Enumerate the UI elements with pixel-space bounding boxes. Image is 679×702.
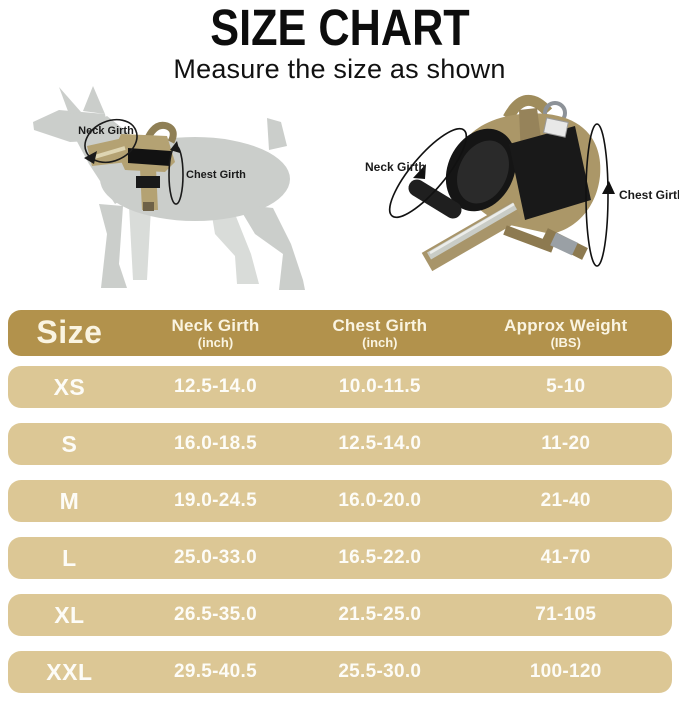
header-chest-girth-unit: (inch) bbox=[362, 334, 398, 350]
row-size: XL bbox=[54, 601, 85, 628]
dog-near-front-leg bbox=[99, 204, 127, 288]
header-chest-girth-label: Chest Girth bbox=[332, 315, 428, 335]
row-size: L bbox=[62, 544, 77, 571]
table-header-row: Size Neck Girth (inch) Chest Girth (inch… bbox=[8, 310, 672, 356]
dog-ear-left bbox=[59, 87, 81, 114]
dog-neck-girth-label: Neck Girth bbox=[78, 125, 134, 137]
neck-girth-ellipse bbox=[388, 127, 468, 219]
table-row-xl: XL 26.5-35.0 21.5-25.0 71-105 bbox=[8, 594, 672, 636]
dog-far-hind-leg bbox=[211, 210, 259, 284]
chest-girth-arrow bbox=[170, 141, 180, 153]
belly-strap-end bbox=[143, 202, 154, 211]
row-size: XS bbox=[53, 373, 86, 400]
harness-neck-girth-label: Neck Girth bbox=[365, 160, 426, 174]
row-approx-weight: 21-40 bbox=[540, 490, 591, 512]
row-neck-girth: 19.0-24.5 bbox=[173, 490, 257, 512]
harness-handle-on-dog bbox=[143, 121, 177, 144]
header-chest-girth: Chest Girth (inch) bbox=[300, 315, 459, 350]
row-neck-girth: 25.0-33.0 bbox=[173, 547, 257, 569]
dog-far-front-leg bbox=[129, 206, 151, 280]
belly-strap-buckle bbox=[136, 176, 160, 188]
row-size: XXL bbox=[46, 658, 93, 685]
row-size: M bbox=[59, 487, 80, 514]
dog-chest-girth-label: Chest Girth bbox=[186, 169, 246, 181]
chest-strap-reflective-highlight bbox=[429, 202, 515, 255]
harness-measurement-diagram: Neck Girth Chest Girth bbox=[355, 82, 679, 304]
harness-chest-strap bbox=[421, 200, 523, 272]
title-block: SIZE CHART Measure the size as shown bbox=[0, 2, 679, 85]
page-subtitle: Measure the size as shown bbox=[173, 54, 506, 84]
row-chest-girth: 16.5-22.0 bbox=[338, 547, 422, 569]
header-approx-weight-unit: (IBS) bbox=[550, 334, 581, 350]
harness-chest-girth-label: Chest Girth bbox=[619, 188, 679, 202]
harness-brand-label bbox=[542, 117, 569, 138]
page-title: SIZE CHART bbox=[209, 0, 470, 56]
row-approx-weight: 41-70 bbox=[540, 547, 591, 569]
row-approx-weight: 5-10 bbox=[546, 376, 586, 398]
row-chest-girth: 16.0-20.0 bbox=[338, 490, 422, 512]
row-approx-weight: 71-105 bbox=[535, 604, 597, 626]
size-chart-table: Size Neck Girth (inch) Chest Girth (inch… bbox=[8, 310, 672, 702]
table-row-xs: XS 12.5-14.0 10.0-11.5 5-10 bbox=[8, 366, 672, 408]
table-row-xxl: XXL 29.5-40.5 25.5-30.0 100-120 bbox=[8, 651, 672, 693]
table-row-s: S 16.0-18.5 12.5-14.0 11-20 bbox=[8, 423, 672, 465]
harness-bottom-strap bbox=[503, 225, 555, 253]
table-row-l: L 25.0-33.0 16.5-22.0 41-70 bbox=[8, 537, 672, 579]
row-approx-weight: 11-20 bbox=[541, 433, 591, 455]
chest-girth-arrow bbox=[602, 181, 615, 194]
row-approx-weight: 100-120 bbox=[529, 661, 602, 683]
row-neck-girth: 12.5-14.0 bbox=[173, 376, 257, 398]
row-chest-girth: 10.0-11.5 bbox=[338, 376, 421, 398]
harness-velcro-panel bbox=[509, 126, 591, 220]
row-chest-girth: 21.5-25.0 bbox=[338, 604, 422, 626]
dog-tail bbox=[267, 118, 287, 150]
dog-near-hind-leg bbox=[237, 204, 305, 290]
dog-head bbox=[33, 110, 110, 142]
header-neck-girth: Neck Girth (inch) bbox=[131, 315, 300, 350]
row-size: S bbox=[61, 430, 78, 457]
row-chest-girth: 12.5-14.0 bbox=[338, 433, 422, 455]
header-neck-girth-unit: (inch) bbox=[197, 334, 234, 350]
harness-slide-buckle-icon bbox=[550, 232, 578, 256]
header-approx-weight-label: Approx Weight bbox=[504, 315, 628, 335]
chest-strap-reflective-stripe bbox=[426, 202, 518, 260]
dog-ear-right bbox=[83, 86, 105, 114]
neck-girth-arrow bbox=[413, 164, 426, 179]
harness-product-illustration: Neck Girth Chest Girth bbox=[365, 95, 679, 272]
harness-black-patch-on-dog bbox=[128, 148, 171, 166]
neck-girth-arrow bbox=[84, 151, 97, 164]
row-neck-girth: 29.5-40.5 bbox=[173, 661, 257, 683]
table-row-m: M 19.0-24.5 16.0-20.0 21-40 bbox=[8, 480, 672, 522]
neck-girth-ellipse bbox=[84, 118, 138, 164]
neck-strap-reflective-stripe bbox=[90, 146, 126, 160]
row-neck-girth: 26.5-35.0 bbox=[173, 604, 257, 626]
dog-silhouette-illustration: Neck Girth Chest Girth bbox=[33, 86, 305, 290]
row-neck-girth: 16.0-18.5 bbox=[173, 433, 257, 455]
harness-left-padded-strap bbox=[408, 179, 462, 219]
header-approx-weight: Approx Weight (IBS) bbox=[460, 315, 672, 350]
harness-neck-pad-inner bbox=[457, 140, 509, 204]
header-neck-girth-label: Neck Girth bbox=[171, 315, 260, 335]
row-chest-girth: 25.5-30.0 bbox=[338, 661, 422, 683]
dog-measurement-diagram: Neck Girth Chest Girth bbox=[15, 84, 345, 302]
header-size: Size bbox=[36, 314, 103, 351]
chest-girth-ellipse bbox=[585, 123, 609, 267]
